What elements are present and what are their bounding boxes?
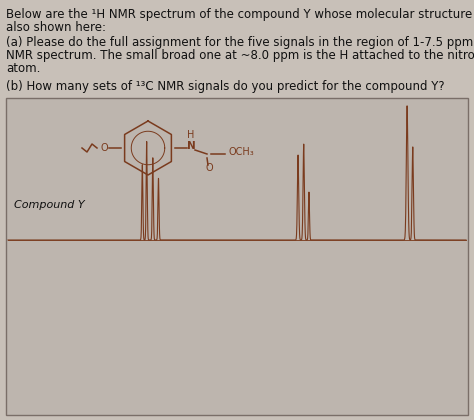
Text: Compound Y: Compound Y — [14, 200, 85, 210]
Text: O: O — [100, 143, 108, 153]
Text: Below are the ¹H NMR spectrum of the compound Y whose molecular structure is: Below are the ¹H NMR spectrum of the com… — [6, 8, 474, 21]
Text: N: N — [187, 141, 195, 151]
Text: atom.: atom. — [6, 62, 40, 75]
Text: also shown here:: also shown here: — [6, 21, 106, 34]
Text: NMR spectrum. The small broad one at ~8.0 ppm is the H attached to the nitrogen: NMR spectrum. The small broad one at ~8.… — [6, 49, 474, 62]
Text: (a) Please do the full assignment for the five signals in the region of 1-7.5 pp: (a) Please do the full assignment for th… — [6, 36, 474, 49]
Bar — [6, 98, 468, 415]
Text: O: O — [205, 163, 213, 173]
Text: H: H — [187, 130, 195, 140]
Text: (b) How many sets of ¹³C NMR signals do you predict for the compound Y?: (b) How many sets of ¹³C NMR signals do … — [6, 80, 445, 93]
Text: OCH₃: OCH₃ — [229, 147, 255, 157]
